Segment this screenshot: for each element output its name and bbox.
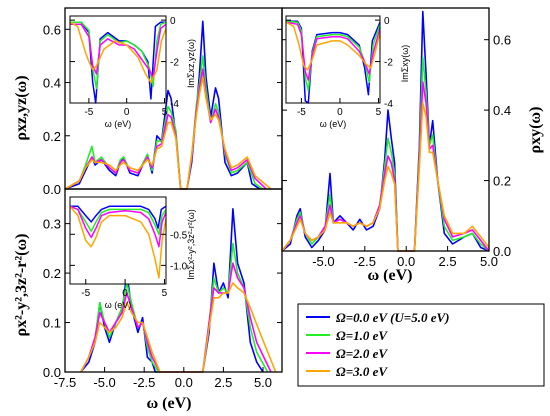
x2y2-inset-frame xyxy=(69,196,167,285)
x2y2-frame xyxy=(64,188,283,373)
ylabel-xy: ρxy(ω) xyxy=(527,107,544,154)
x2y2-xtick-label-3: 0.0 xyxy=(175,375,193,390)
legend-box xyxy=(297,303,545,387)
panel-x2y2: 0.0 0.1 0.2 0.3 -7.5 -5.0 -2.5 0.0 2.5 5.0 -5 0 5 -0.… xyxy=(43,188,283,390)
x2y2-xtick-label-5: 5.0 xyxy=(254,375,272,390)
x2y2-inset-series-1 xyxy=(69,205,167,236)
xzyz-ytick-label-2: 0.4 xyxy=(43,76,61,91)
x2y2-inset-series-2 xyxy=(69,205,167,248)
xy-inset-ylabel: ImΣxy(ω) xyxy=(400,45,410,83)
panel-xzyz: 0.0 0.2 0.4 0.6 -5 0 5 0 -2 -4 ω (eV) ImΣxz,yz(ω) xyxy=(43,7,283,197)
ylabel-xzyz: ρxz,yz(ω) xyxy=(13,75,30,140)
xlabel-left: ω (eV) xyxy=(146,395,191,412)
xy-inset-series-2 xyxy=(285,21,381,81)
xy-inset-series-3 xyxy=(285,21,381,71)
legend-label-3: Ω=3.0 eV xyxy=(336,364,388,379)
x2y2-ytick-label-1: 0.1 xyxy=(43,316,61,331)
legend-label-0: Ω=0.0 eV (U=5.0 eV) xyxy=(336,310,449,325)
legend: Ω=0.0 eV (U=5.0 eV) Ω=1.0 eV Ω=2.0 eV Ω=… xyxy=(297,303,545,387)
xy-xtick-label-2: 0.0 xyxy=(397,254,415,269)
ylabel-x2y2: ρx²-y²,3z²-r²(ω) xyxy=(13,234,30,337)
x2y2-ytick-label-0: 0.0 xyxy=(43,365,61,380)
xzyz-series-0 xyxy=(64,20,261,190)
xy-inset-xtick-label-1: 0 xyxy=(337,107,343,118)
xy-inset-ytick-label-1: -2 xyxy=(384,58,393,69)
x2y2-ytick-label-3: 0.3 xyxy=(43,217,61,232)
xy-inset-frame xyxy=(285,15,381,104)
xzyz-inset-frame xyxy=(69,15,167,104)
xy-ytick-label-1: 0.2 xyxy=(493,174,511,189)
xzyz-inset-ylabel: ImΣxz,yz(ω) xyxy=(186,39,196,88)
x2y2-inset-xtick-label-0: -5 xyxy=(81,288,90,299)
xy-frame xyxy=(281,7,490,252)
xy-xtick-label-4: 5.0 xyxy=(480,254,498,269)
xy-ytick-label-2: 0.4 xyxy=(493,103,511,118)
xzyz-inset-xtick-label-0: -5 xyxy=(84,107,93,118)
xzyz-inset-ytick-label-0: 0 xyxy=(170,16,176,27)
xzyz-ytick-label-0: 0.0 xyxy=(43,182,61,197)
xy-inset-xtick-label-2: 5 xyxy=(376,107,382,118)
xlabel-right: ω (eV) xyxy=(367,267,412,284)
xy-xtick-label-0: -5.0 xyxy=(312,254,334,269)
xy-inset-ytick-label-0: 0 xyxy=(384,16,390,27)
xzyz-inset-xlabel: ω (eV) xyxy=(105,119,132,129)
xzyz-inset-series-0 xyxy=(70,21,166,104)
xzyz-inset-series-2 xyxy=(70,23,167,79)
panel-xy: 0.0 0.2 0.4 0.6 -5.0 -2.5 0.0 2.5 5.0 -5 0 5 0 -2 -4 ω … xyxy=(281,7,511,269)
xzyz-inset-ytick-label-2: -4 xyxy=(170,99,179,110)
xy-xtick-label-1: -2.5 xyxy=(354,254,376,269)
x2y2-xtick-label-2: -2.5 xyxy=(133,375,155,390)
x2y2-inset-series-3 xyxy=(69,205,167,279)
x2y2-ytick-label-2: 0.2 xyxy=(43,266,61,281)
xzyz-series-3 xyxy=(64,76,272,190)
xy-series-3 xyxy=(281,102,490,252)
x2y2-inset-xtick-label-2: 5 xyxy=(162,288,168,299)
x2y2-inset-ylabel: ImΣx²-y²,3z²-r²(ω) xyxy=(186,209,196,280)
xzyz-inset-xtick-label-1: 0 xyxy=(124,107,130,118)
x2y2-xtick-label-1: -5.0 xyxy=(93,375,115,390)
xy-ytick-label-0: 0.0 xyxy=(493,244,511,259)
xy-xtick-label-3: 2.5 xyxy=(439,254,457,269)
legend-label-2: Ω=2.0 eV xyxy=(336,346,388,361)
xy-inset-xlabel: ω (eV) xyxy=(320,119,347,129)
legend-label-1: Ω=1.0 eV xyxy=(336,328,388,343)
x2y2-xtick-label-4: 2.5 xyxy=(214,375,232,390)
x2y2-inset-xtick-label-1: 0 xyxy=(122,288,128,299)
xy-inset-ytick-label-2: -4 xyxy=(384,99,393,110)
x2y2-inset-xlabel: ω (eV) xyxy=(105,300,132,310)
xzyz-ytick-label-3: 0.6 xyxy=(43,22,61,37)
xzyz-inset-series-3 xyxy=(69,21,167,84)
xzyz-inset-xtick-label-2: 5 xyxy=(162,107,168,118)
x2y2-series-3 xyxy=(80,282,277,373)
x2y2-series-2 xyxy=(80,262,272,373)
xy-inset-xtick-label-0: -5 xyxy=(297,107,306,118)
xzyz-inset-ytick-label-1: -2 xyxy=(170,58,179,69)
xzyz-ytick-label-1: 0.2 xyxy=(43,129,61,144)
x2y2-xtick-label-0: -7.5 xyxy=(54,375,76,390)
xy-ytick-label-3: 0.6 xyxy=(493,33,511,48)
x2y2-inset-ytick-label-1: -1.0 xyxy=(170,261,188,272)
x2y2-inset-ytick-label-0: -0.5 xyxy=(170,230,188,241)
x2y2-inset-series-0 xyxy=(70,205,167,229)
